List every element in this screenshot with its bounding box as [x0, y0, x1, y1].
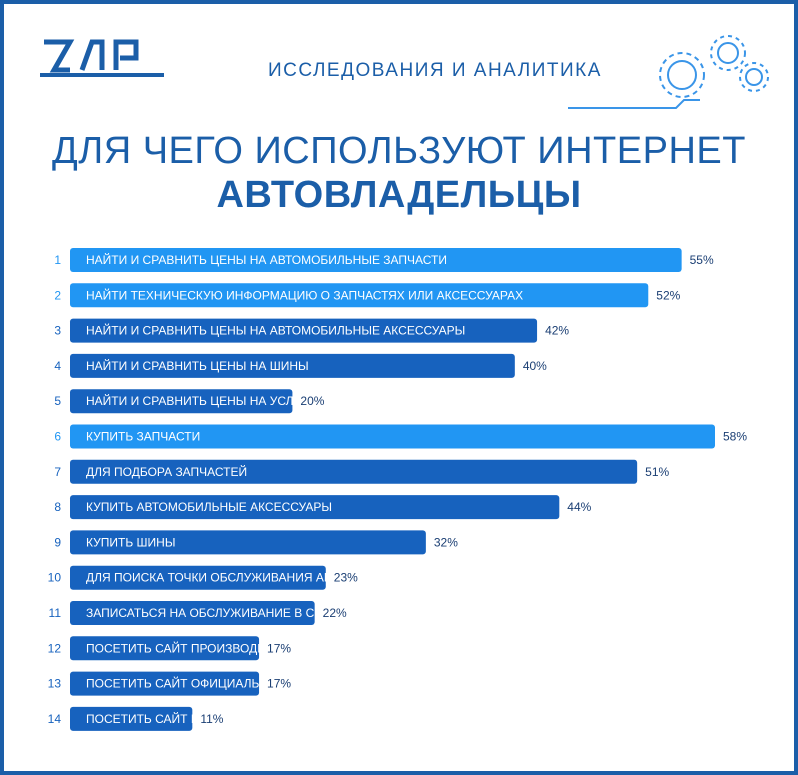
bar-2 — [70, 283, 649, 308]
zap-logo — [40, 39, 164, 77]
bar-value-10: 23% — [334, 571, 358, 585]
bar-index-9: 9 — [54, 535, 61, 549]
bar-index-4: 4 — [54, 359, 61, 373]
bar-label-4: НАЙТИ И СРАВНИТЬ ЦЕНЫ НА ШИНЫ — [86, 358, 309, 373]
bar-10 — [70, 565, 326, 590]
bar-label-11: ЗАПИСАТЬСЯ НА ОБСЛУЖИВАНИЕ В СЕРВИС — [86, 606, 356, 620]
chart-title-line2: АВТОВЛАДЕЛЬЦЫ — [216, 174, 582, 216]
bar-label-13: ПОСЕТИТЬ САЙТ ОФИЦИАЛЬНОГО ДИЛЕРА — [86, 676, 344, 691]
bar-index-7: 7 — [54, 465, 61, 479]
bar-label-12: ПОСЕТИТЬ САЙТ ПРОИЗВОДИТЕЛЯ АВТОМОБИЛЕЙ — [86, 640, 393, 655]
bar-value-14: 11% — [200, 712, 223, 726]
bar-label-1: НАЙТИ И СРАВНИТЬ ЦЕНЫ НА АВТОМОБИЛЬНЫЕ З… — [86, 252, 447, 267]
bar-label-14: ПОСЕТИТЬ САЙТ НЕЗАВИСИМОГО СЕРВИСА — [86, 711, 352, 726]
bar-index-2: 2 — [54, 288, 61, 302]
chart-title-line1: ДЛЯ ЧЕГО ИСПОЛЬЗУЮТ ИНТЕРНЕТ — [52, 130, 746, 172]
bar-index-5: 5 — [54, 394, 61, 408]
bar-1 — [70, 248, 682, 272]
bar-6 — [70, 424, 715, 449]
bar-value-3: 42% — [545, 324, 569, 338]
bar-4 — [70, 353, 515, 378]
bar-index-12: 12 — [48, 641, 62, 655]
bar-label-8: КУПИТЬ АВТОМОБИЛЬНЫЕ АКСЕССУАРЫ — [86, 500, 332, 514]
bar-11 — [70, 601, 315, 625]
bar-index-11: 11 — [49, 606, 62, 620]
bar-5 — [70, 389, 293, 414]
bar-value-7: 51% — [645, 465, 669, 479]
subtitle: ИССЛЕДОВАНИЯ И АНАЛИТИКА — [268, 60, 602, 81]
bar-label-7: ДЛЯ ПОДБОРА ЗАПЧАСТЕЙ — [86, 464, 247, 479]
bar-7 — [70, 459, 638, 484]
bar-value-4: 40% — [523, 359, 547, 373]
bar-9 — [70, 530, 426, 555]
bar-index-3: 3 — [54, 324, 61, 338]
bar-value-13: 17% — [267, 677, 291, 691]
bar-index-13: 13 — [48, 677, 62, 691]
bar-index-6: 6 — [54, 430, 61, 444]
bar-index-10: 10 — [48, 571, 62, 585]
bar-12 — [70, 636, 260, 661]
bar-value-9: 32% — [434, 535, 458, 549]
bar-value-2: 52% — [656, 288, 680, 302]
bar-label-9: КУПИТЬ ШИНЫ — [86, 535, 175, 549]
bar-value-5: 20% — [300, 394, 324, 408]
bar-label-10: ДЛЯ ПОИСКА ТОЧКИ ОБСЛУЖИВАНИЯ АВТОМОБИЛЯ — [86, 571, 400, 585]
bar-index-8: 8 — [54, 500, 61, 514]
bar-value-8: 44% — [567, 500, 591, 514]
bar-index-1: 1 — [54, 253, 61, 267]
bar-label-6: КУПИТЬ ЗАПЧАСТИ — [86, 430, 200, 444]
bar-label-2: НАЙТИ ТЕХНИЧЕСКУЮ ИНФОРМАЦИЮ О ЗАПЧАСТЯХ… — [86, 287, 523, 302]
bar-index-14: 14 — [48, 712, 62, 726]
gears-icon — [568, 35, 769, 109]
bar-3 — [70, 318, 538, 343]
bar-14 — [70, 706, 193, 731]
bar-8 — [70, 495, 560, 520]
bar-label-3: НАЙТИ И СРАВНИТЬ ЦЕНЫ НА АВТОМОБИЛЬНЫЕ А… — [86, 323, 465, 338]
bar-13 — [70, 671, 260, 696]
bar-value-11: 22% — [323, 606, 347, 620]
bar-value-1: 55% — [690, 253, 714, 267]
bar-value-6: 58% — [723, 430, 747, 444]
bar-label-5: НАЙТИ И СРАВНИТЬ ЦЕНЫ НА УСЛУГИ СЕРВИСА — [86, 393, 377, 408]
bar-value-12: 17% — [267, 641, 291, 655]
